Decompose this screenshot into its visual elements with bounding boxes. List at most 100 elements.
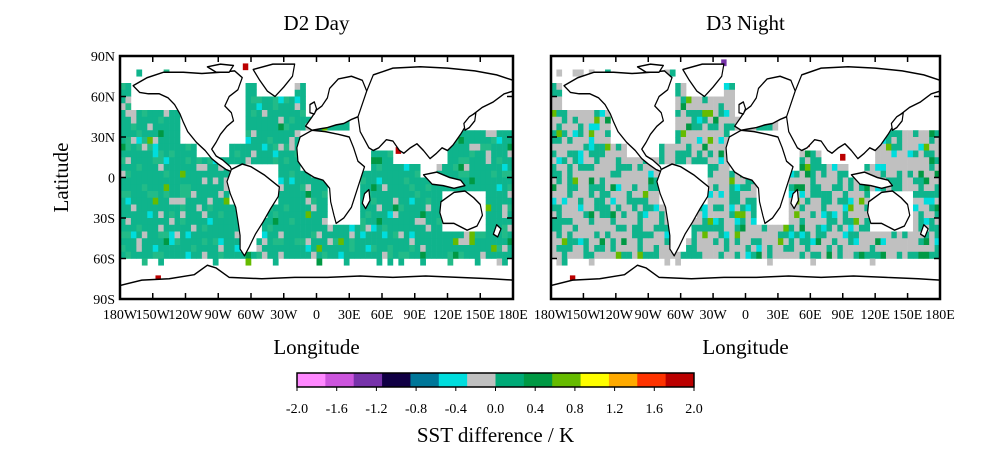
sst-cell: [583, 238, 590, 246]
sst-cell: [572, 204, 579, 212]
panel-title: D3 Night: [706, 11, 785, 35]
sst-cell: [463, 238, 470, 246]
sst-cell: [599, 191, 606, 199]
sst-cell: [556, 130, 563, 138]
sst-cell: [261, 150, 268, 158]
sst-cell: [713, 170, 719, 178]
sst-cell: [163, 170, 170, 178]
sst-cell: [158, 197, 164, 205]
sst-cell: [610, 204, 617, 212]
sst-cell: [502, 170, 508, 178]
sst-cell: [300, 103, 306, 111]
sst-cell: [136, 69, 143, 77]
sst-cell: [120, 150, 126, 158]
sst-cell: [858, 251, 865, 259]
sst-cell: [502, 157, 508, 165]
sst-cell: [875, 157, 881, 165]
sst-cell: [858, 245, 865, 253]
sst-cell: [599, 204, 606, 212]
sst-cell: [718, 251, 725, 259]
sst-cell: [272, 231, 279, 239]
sst-cell: [267, 116, 274, 124]
sst-cell: [875, 150, 881, 158]
sst-cell: [572, 130, 579, 138]
sst-cell: [831, 191, 838, 199]
sst-cell: [842, 164, 849, 172]
sst-cell: [853, 231, 860, 239]
sst-cell: [642, 204, 649, 212]
sst-cell: [837, 231, 844, 239]
sst-cell: [283, 96, 290, 104]
sst-cell: [815, 164, 822, 172]
sst-cell: [907, 245, 914, 253]
sst-cell: [469, 177, 476, 185]
sst-cell: [185, 231, 192, 239]
sst-cell: [561, 177, 568, 185]
sst-cell: [147, 251, 154, 259]
colorbar-segment: [353, 373, 383, 387]
sst-cell: [885, 170, 892, 178]
sst-cell: [190, 204, 197, 212]
sst-cell: [632, 197, 638, 205]
sst-cell: [718, 157, 725, 165]
sst-cell: [799, 191, 806, 199]
sst-cell: [810, 231, 817, 239]
sst-cell: [815, 224, 822, 232]
sst-cell: [691, 231, 698, 239]
sst-cell: [223, 211, 230, 219]
sst-cell: [572, 224, 579, 232]
sst-cell: [294, 164, 301, 172]
sst-cell: [810, 224, 817, 232]
sst-cell: [272, 245, 279, 253]
sst-cell: [842, 204, 849, 212]
sst-cell: [425, 238, 432, 246]
sst-cell: [594, 211, 600, 219]
sst-cell: [267, 137, 274, 145]
sst-cell: [502, 224, 508, 232]
sst-cell: [777, 238, 784, 246]
sst-cell: [507, 251, 514, 259]
sst-cell: [147, 224, 154, 232]
sst-cell: [436, 211, 443, 219]
sst-cell: [332, 238, 339, 246]
sst-cell: [686, 116, 692, 124]
sst-cell: [588, 164, 595, 172]
sst-cell: [578, 110, 584, 118]
sst-cell: [507, 137, 514, 145]
sst-cell: [713, 231, 719, 239]
sst-cell: [278, 130, 285, 138]
sst-cell: [923, 170, 930, 178]
sst-cell: [723, 231, 730, 239]
sst-cell: [729, 83, 735, 91]
sst-cell: [637, 164, 644, 172]
sst-cell: [572, 143, 579, 151]
sst-cell: [799, 184, 806, 192]
sst-cell: [615, 170, 622, 178]
sst-cell: [174, 170, 181, 178]
sst-cell: [218, 218, 225, 226]
sst-cell: [283, 164, 290, 172]
sst-cell: [365, 251, 372, 259]
sst-cell: [180, 164, 186, 172]
sst-cell: [583, 143, 590, 151]
sst-cell: [120, 231, 126, 239]
sst-cell: [256, 137, 263, 145]
sst-cell: [502, 164, 508, 172]
sst-cell: [810, 164, 817, 172]
sst-cell: [713, 96, 719, 104]
sst-cell: [469, 245, 476, 253]
sst-cell: [934, 197, 941, 205]
sst-cell: [485, 224, 492, 232]
sst-cell: [810, 218, 817, 226]
sst-cell: [474, 258, 481, 266]
sst-cell: [392, 164, 399, 172]
sst-cell: [223, 204, 230, 212]
sst-cell: [169, 130, 175, 138]
sst-cell: [848, 231, 854, 239]
sst-cell: [436, 184, 443, 192]
sst-cell: [360, 218, 366, 226]
sst-cell: [734, 224, 741, 232]
sst-cell: [218, 197, 225, 205]
sst-cell: [707, 123, 714, 131]
sst-cell: [458, 251, 465, 259]
